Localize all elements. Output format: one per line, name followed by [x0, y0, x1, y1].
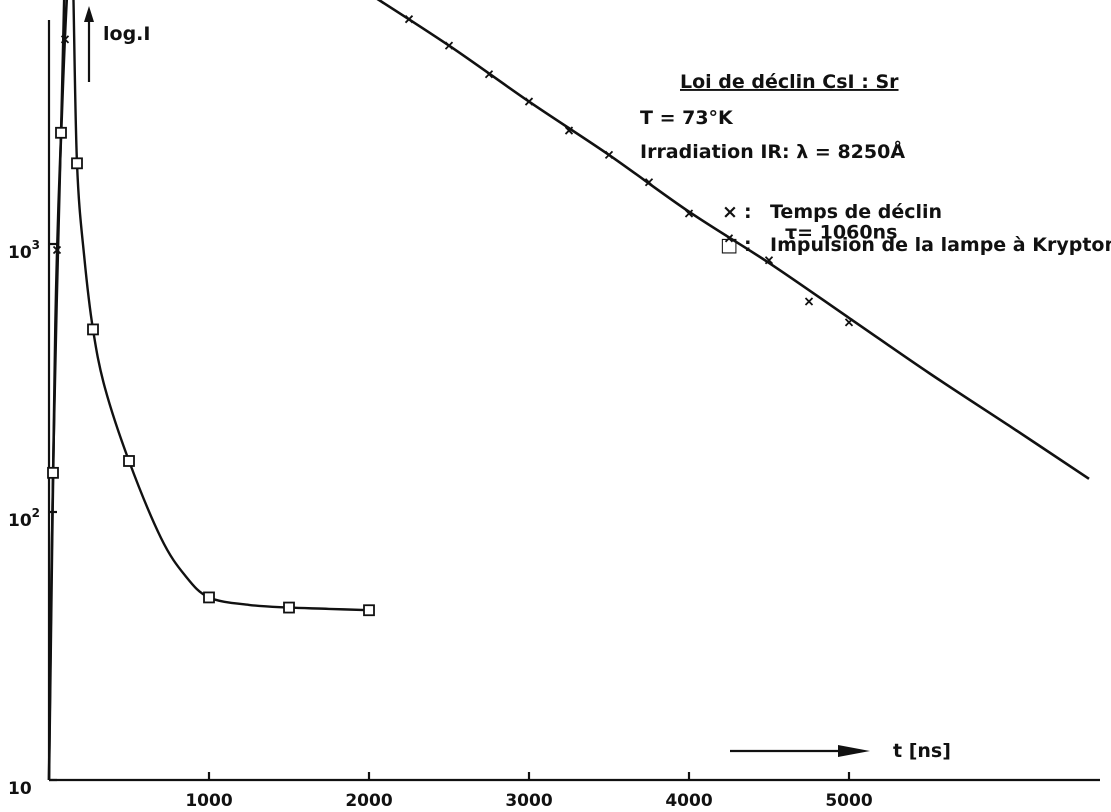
decay-point	[524, 97, 534, 106]
legend-colon: :	[744, 234, 752, 256]
x-tick-label: 2000	[345, 791, 392, 811]
chart-title: Loi de déclin CsI : Sr	[680, 71, 899, 93]
decay-point	[804, 297, 814, 306]
tick-group: 1000200030004000500010102103104	[8, 238, 873, 811]
lamp-point	[71, 157, 83, 170]
decay-point	[684, 209, 694, 218]
legend-label-decay: Temps de déclin	[770, 201, 942, 223]
x-tick-label: 3000	[505, 791, 552, 811]
legend: × : Temps de déclin □ : Impulsion de la …	[720, 201, 1111, 256]
lamp-pulse-curve	[47, 0, 370, 781]
decay-point	[764, 256, 774, 265]
legend-cross-icon: ×	[722, 201, 738, 223]
legend-entry-decay: × : Temps de déclin	[722, 201, 942, 223]
decay-point	[444, 41, 454, 50]
decay-point	[52, 245, 62, 255]
decay-point	[484, 70, 494, 79]
x-axis-arrow-head	[838, 745, 870, 757]
y-axis-label: log.I	[103, 23, 150, 45]
subtitle-irradiation: Irradiation IR: λ = 8250Å	[640, 139, 905, 163]
legend-label-lamp: Impulsion de la lampe à Krypton	[770, 234, 1111, 256]
decay-point	[724, 234, 734, 243]
x-axis-label: t [ns]	[893, 740, 951, 762]
lamp-point	[363, 604, 375, 617]
x-tick-label: 5000	[825, 791, 872, 811]
decay-point	[644, 178, 654, 187]
x-tick-label: 1000	[185, 791, 232, 811]
lamp-point	[123, 455, 135, 467]
y-tick-exponent: 2	[32, 506, 40, 520]
y-tick-label: 102	[8, 506, 40, 531]
lamp-point	[283, 601, 295, 614]
tau-annotation: τ= 1060ns	[785, 221, 897, 243]
lamp-point	[47, 466, 59, 479]
legend-colon: :	[744, 201, 752, 223]
y-tick-exponent: 3	[32, 238, 40, 252]
legend-entry-lamp: □ : Impulsion de la lampe à Krypton	[720, 234, 1111, 256]
decay-point	[404, 15, 414, 24]
decay-point	[844, 318, 854, 327]
y-axis-arrow-head	[84, 6, 94, 22]
decay-curve	[47, 0, 1090, 781]
decay-point	[604, 150, 614, 160]
lamp-point	[55, 126, 67, 139]
marker-group	[47, 15, 854, 617]
lamp-point	[203, 591, 215, 604]
y-tick-label: 10	[8, 779, 32, 799]
lamp-point	[87, 323, 99, 336]
y-tick-label: 103	[8, 238, 40, 263]
decay-point	[564, 126, 574, 135]
curve-group	[47, 0, 1090, 781]
subtitle-temperature: T = 73°K	[640, 107, 734, 129]
decay-point	[60, 35, 70, 44]
x-tick-label: 4000	[665, 791, 712, 811]
